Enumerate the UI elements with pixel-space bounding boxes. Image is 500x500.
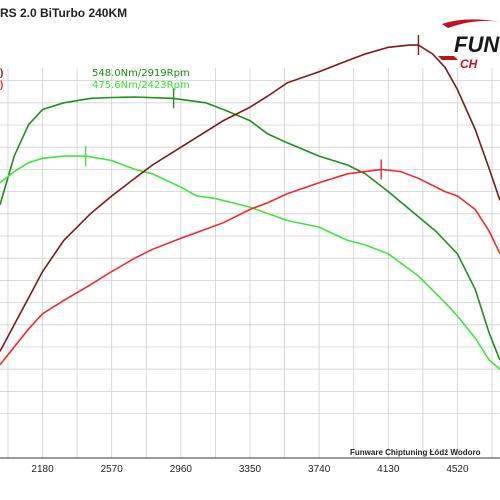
chart-title: RS 2.0 BiTurbo 240KM — [0, 6, 128, 20]
series-line-power_stock — [0, 168, 500, 366]
legend: 548.0Nm/2919Rpm 475.6Nm/2423Rpm — [92, 68, 190, 92]
logo-bottom-text: CH — [460, 57, 478, 71]
series-line-power_tuned — [0, 44, 500, 352]
x-tick-labels: 2180 2570 2960 3350 3740 4130 4520 — [31, 464, 469, 475]
logo-swoosh — [442, 19, 500, 28]
series-layer — [0, 35, 500, 370]
legend-entry-torque-stock: 475.6Nm/2423Rpm — [92, 80, 190, 91]
logo-graphic: FUN CH — [438, 19, 500, 71]
logo-underline — [438, 56, 458, 60]
x-tick-label: 3350 — [239, 464, 262, 475]
grid-layer — [0, 68, 500, 458]
logo-top-text: FUN — [454, 32, 500, 57]
x-tick-label: 4130 — [377, 464, 400, 475]
left-marker-power-tuned: ) — [0, 68, 4, 79]
legend-entry-torque-tuned: 548.0Nm/2919Rpm — [92, 68, 190, 79]
x-tick-label: 2960 — [170, 464, 193, 475]
left-edge-markers: ) ) — [0, 68, 3, 92]
x-tick-label: 3740 — [308, 464, 331, 475]
left-marker-power-stock: ) — [0, 80, 4, 91]
x-tick-label: 2180 — [31, 464, 54, 475]
series-line-torque_stock — [0, 155, 500, 370]
x-tick-label: 2570 — [101, 464, 124, 475]
x-tick-label: 4520 — [446, 464, 469, 475]
footer-credit: Funware Chiptuning Łódź Wodoro — [350, 448, 481, 457]
funware-logo: FUN CH — [436, 14, 500, 74]
series-line-torque_tuned — [0, 96, 500, 361]
